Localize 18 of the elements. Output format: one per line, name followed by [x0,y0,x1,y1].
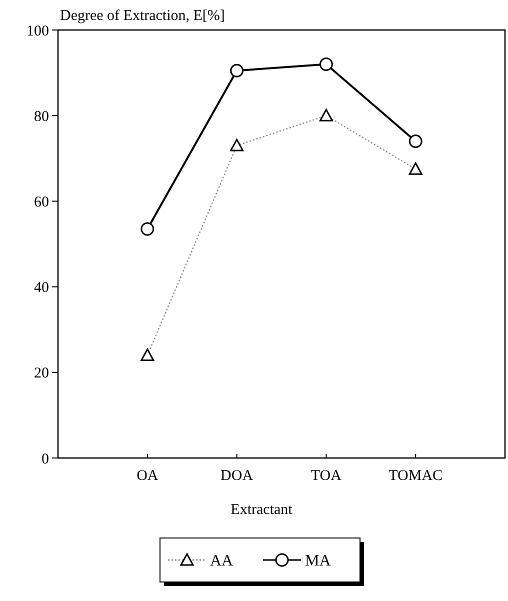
x-tick-label: TOMAC [388,468,443,484]
point [408,134,422,148]
point [230,64,244,78]
legend-label: AA [210,552,234,570]
x-axis-title: Extractant [230,502,294,518]
x-tick-label: DOA [220,468,254,484]
y-tick-label: 60 [34,194,49,210]
point [140,222,154,236]
y-tick-label: 40 [34,280,49,296]
x-tick-label: OA [136,468,158,484]
point [319,57,333,71]
y-tick-label: 100 [26,23,49,40]
y-tick-label: 80 [34,108,49,125]
y-tick-label: 20 [34,366,49,382]
x-tick-label: TOA [310,468,342,484]
y-tick-label: 0 [42,451,49,468]
y-axis-title: Degree of Extraction, E[%] [60,8,225,24]
legend-label: MA [305,552,332,570]
